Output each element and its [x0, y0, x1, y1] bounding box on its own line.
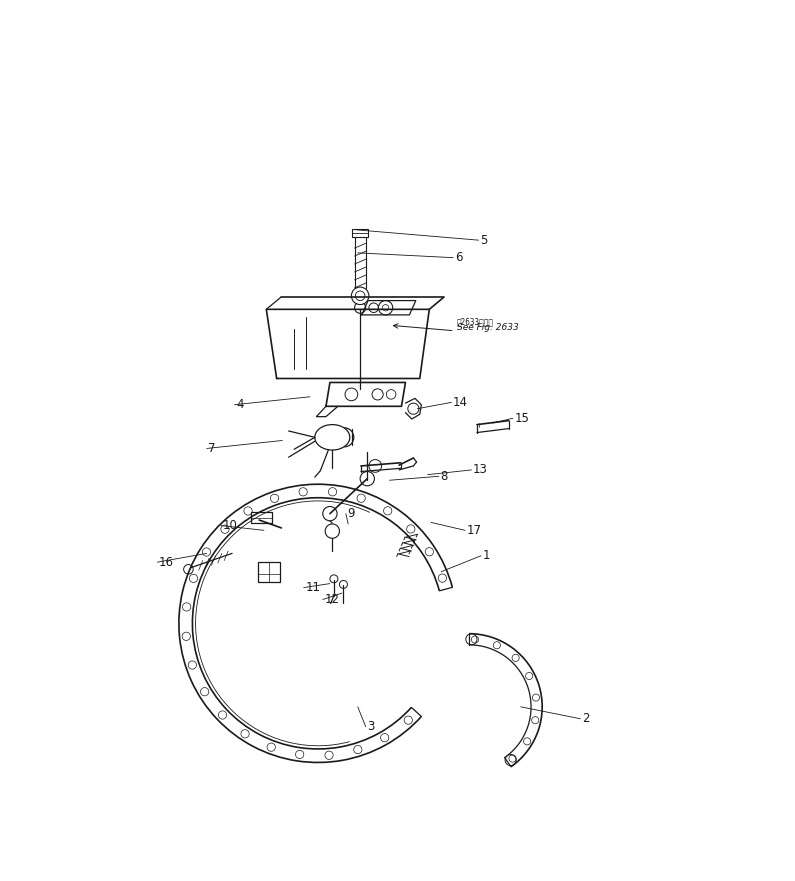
- Text: 1: 1: [483, 549, 490, 562]
- Text: 4: 4: [236, 398, 243, 411]
- Text: 12: 12: [324, 593, 339, 606]
- Text: 14: 14: [453, 396, 468, 409]
- Text: 16: 16: [159, 556, 174, 568]
- Circle shape: [351, 287, 369, 305]
- Text: 15: 15: [514, 411, 529, 425]
- Text: 2: 2: [582, 712, 589, 725]
- Text: 11: 11: [305, 581, 320, 594]
- Text: 3: 3: [367, 720, 374, 733]
- Text: 13: 13: [473, 463, 488, 477]
- Text: 7: 7: [208, 442, 215, 455]
- Text: 第2633図参照: 第2633図参照: [457, 317, 494, 326]
- Text: 8: 8: [440, 470, 448, 483]
- Bar: [251, 512, 272, 523]
- Text: See Fig. 2633: See Fig. 2633: [457, 323, 519, 332]
- Bar: [352, 229, 368, 237]
- Text: 10: 10: [223, 519, 238, 532]
- Text: 17: 17: [467, 524, 482, 537]
- Text: 9: 9: [347, 507, 355, 520]
- Text: 6: 6: [455, 251, 462, 264]
- Bar: [258, 562, 280, 582]
- Text: 5: 5: [480, 233, 487, 247]
